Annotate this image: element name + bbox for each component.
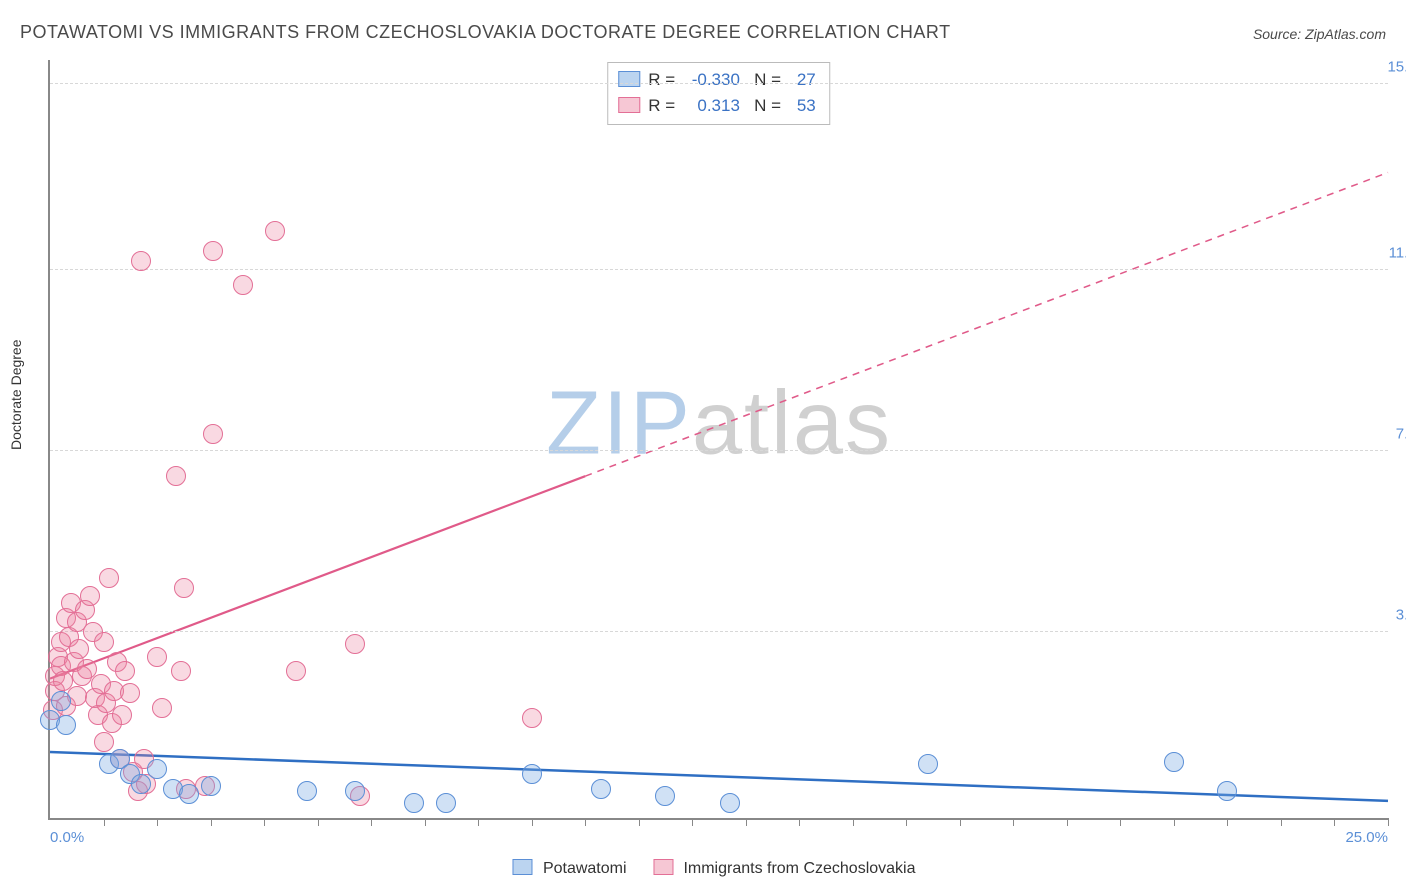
scatter-point-blue bbox=[404, 793, 424, 813]
scatter-point-blue bbox=[147, 759, 167, 779]
x-tick bbox=[1227, 818, 1228, 826]
n-value-pink: 53 bbox=[786, 93, 816, 119]
x-tick bbox=[960, 818, 961, 826]
x-tick bbox=[1388, 818, 1389, 826]
x-tick bbox=[1281, 818, 1282, 826]
x-tick bbox=[157, 818, 158, 826]
pink-swatch-icon bbox=[618, 97, 640, 113]
n-value-blue: 27 bbox=[786, 67, 816, 93]
legend-pink-label: Immigrants from Czechoslovakia bbox=[683, 860, 915, 877]
scatter-point-blue bbox=[918, 754, 938, 774]
x-tick bbox=[211, 818, 212, 826]
y-tick-label: 7.5% bbox=[1370, 426, 1406, 443]
x-tick bbox=[1174, 818, 1175, 826]
gridline bbox=[50, 269, 1388, 270]
x-tick bbox=[692, 818, 693, 826]
y-tick-label: 11.2% bbox=[1370, 245, 1406, 262]
scatter-point-pink bbox=[286, 661, 306, 681]
scatter-point-pink bbox=[166, 466, 186, 486]
x-tick bbox=[264, 818, 265, 826]
correlation-stats-box: R = -0.330 N = 27 R = 0.313 N = 53 bbox=[607, 62, 830, 125]
scatter-point-pink bbox=[80, 586, 100, 606]
x-tick bbox=[371, 818, 372, 826]
scatter-point-pink bbox=[522, 708, 542, 728]
legend-pink-swatch-icon bbox=[653, 859, 673, 875]
scatter-point-blue bbox=[179, 784, 199, 804]
x-tick bbox=[906, 818, 907, 826]
scatter-point-pink bbox=[131, 251, 151, 271]
scatter-point-blue bbox=[655, 786, 675, 806]
x-tick bbox=[746, 818, 747, 826]
y-tick-label: 3.8% bbox=[1370, 607, 1406, 624]
stats-row-pink: R = 0.313 N = 53 bbox=[618, 93, 815, 119]
scatter-point-blue bbox=[345, 781, 365, 801]
scatter-point-blue bbox=[591, 779, 611, 799]
scatter-point-pink bbox=[115, 661, 135, 681]
scatter-point-blue bbox=[201, 776, 221, 796]
scatter-point-blue bbox=[56, 715, 76, 735]
x-tick bbox=[318, 818, 319, 826]
scatter-point-pink bbox=[203, 241, 223, 261]
x-tick bbox=[104, 818, 105, 826]
scatter-point-blue bbox=[1217, 781, 1237, 801]
scatter-point-pink bbox=[69, 639, 89, 659]
r-value-pink: 0.313 bbox=[680, 93, 740, 119]
x-tick bbox=[478, 818, 479, 826]
scatter-point-pink bbox=[94, 732, 114, 752]
scatter-point-blue bbox=[720, 793, 740, 813]
scatter-point-pink bbox=[94, 632, 114, 652]
bottom-legend: Potawatomi Immigrants from Czechoslovaki… bbox=[490, 859, 915, 878]
x-tick bbox=[532, 818, 533, 826]
scatter-point-pink bbox=[171, 661, 191, 681]
stats-row-blue: R = -0.330 N = 27 bbox=[618, 67, 815, 93]
blue-swatch-icon bbox=[618, 71, 640, 87]
chart-title: POTAWATOMI VS IMMIGRANTS FROM CZECHOSLOV… bbox=[20, 22, 951, 43]
x-axis-max-label: 25.0% bbox=[1345, 829, 1388, 846]
scatter-point-blue bbox=[51, 691, 71, 711]
x-tick bbox=[639, 818, 640, 826]
x-tick bbox=[799, 818, 800, 826]
x-tick bbox=[853, 818, 854, 826]
trend-lines-layer bbox=[50, 60, 1388, 818]
scatter-point-pink bbox=[120, 683, 140, 703]
scatter-point-pink bbox=[345, 634, 365, 654]
scatter-point-pink bbox=[99, 568, 119, 588]
gridline bbox=[50, 450, 1388, 451]
x-tick bbox=[425, 818, 426, 826]
source-attribution: Source: ZipAtlas.com bbox=[1253, 26, 1386, 42]
scatter-point-pink bbox=[152, 698, 172, 718]
y-tick-label: 15.0% bbox=[1370, 59, 1406, 76]
scatter-point-blue bbox=[522, 764, 542, 784]
scatter-point-pink bbox=[112, 705, 132, 725]
legend-blue-swatch-icon bbox=[512, 859, 532, 875]
gridline bbox=[50, 83, 1388, 84]
legend-blue-label: Potawatomi bbox=[543, 860, 627, 877]
scatter-point-pink bbox=[265, 221, 285, 241]
scatter-point-blue bbox=[297, 781, 317, 801]
scatter-point-pink bbox=[203, 424, 223, 444]
scatter-plot-area: ZIPatlas R = -0.330 N = 27 R = 0.313 N =… bbox=[48, 60, 1388, 820]
scatter-point-pink bbox=[174, 578, 194, 598]
scatter-point-blue bbox=[436, 793, 456, 813]
x-tick bbox=[585, 818, 586, 826]
scatter-point-pink bbox=[147, 647, 167, 667]
r-value-blue: -0.330 bbox=[680, 67, 740, 93]
gridline bbox=[50, 631, 1388, 632]
x-tick bbox=[1120, 818, 1121, 826]
y-axis-label: Doctorate Degree bbox=[8, 339, 24, 450]
x-tick bbox=[1067, 818, 1068, 826]
scatter-point-blue bbox=[1164, 752, 1184, 772]
scatter-point-pink bbox=[233, 275, 253, 295]
x-tick bbox=[1013, 818, 1014, 826]
scatter-point-blue bbox=[131, 774, 151, 794]
x-axis-min-label: 0.0% bbox=[50, 829, 84, 846]
x-tick bbox=[1334, 818, 1335, 826]
